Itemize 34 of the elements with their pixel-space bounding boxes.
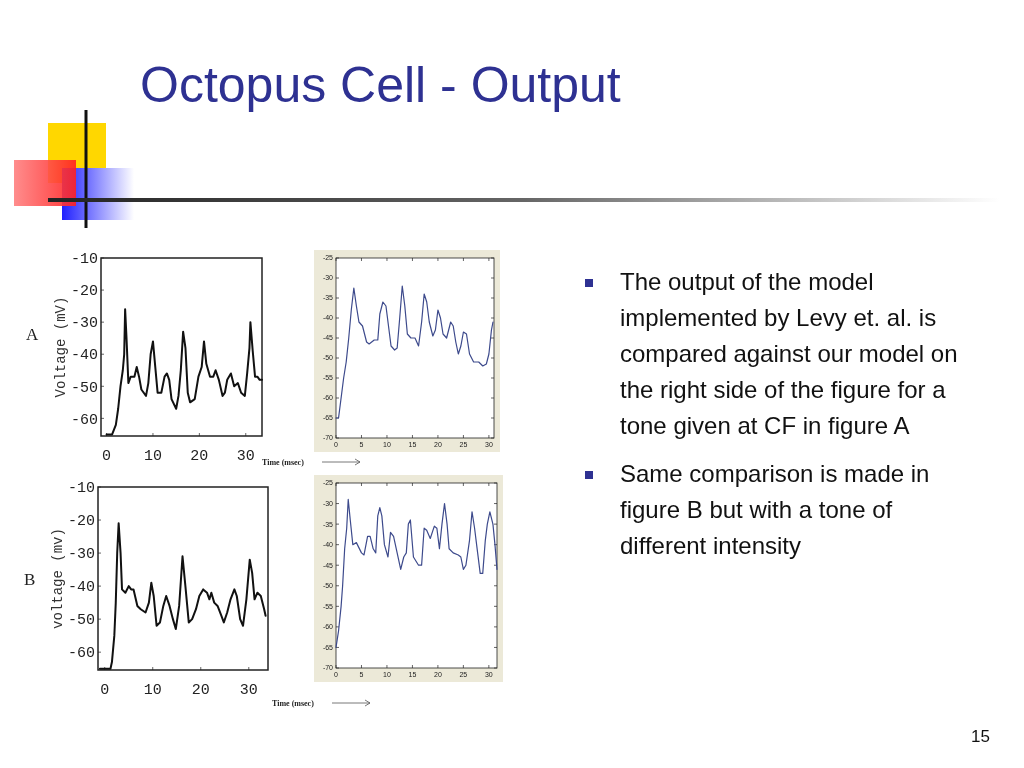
- y-tick-label: -50: [67, 612, 95, 630]
- y-tick-label: -30: [67, 546, 95, 564]
- y-tick-label: -50: [70, 379, 98, 397]
- text: A: [26, 325, 39, 344]
- x-axis-title: Time (msec): [272, 699, 315, 708]
- x-tick-label: 20: [190, 448, 209, 465]
- y-tick-label: -20: [70, 283, 98, 301]
- x-tick-label: 10: [143, 682, 162, 699]
- y-tick-label: -10: [67, 480, 95, 498]
- y-tick-label: -60: [70, 411, 98, 429]
- text: The output of the model implemented by Levy et. al. is compared against our model on the right side of the figure for a tone given at CF in figure A: [620, 268, 958, 439]
- text: B: [24, 570, 36, 589]
- y-tick-label: -30: [70, 315, 98, 333]
- y-tick-label: -40: [70, 347, 98, 365]
- y-axis-title: Voltage (mV): [53, 296, 69, 398]
- line-series: [335, 285, 494, 419]
- y-tick-label: -40: [67, 579, 95, 597]
- x-tick-label: 0: [100, 682, 110, 699]
- x-tick-label: 30: [236, 448, 255, 465]
- x-tick-label: 10: [143, 448, 162, 465]
- x-axis-title: Time (msec): [262, 458, 305, 467]
- line-series: [105, 308, 263, 436]
- text: Octopus Cell - Output: [140, 57, 621, 113]
- x-tick-label: 30: [239, 682, 258, 699]
- text: Same comparison is made in figure B but with a tone of different intensity: [620, 460, 930, 559]
- line-series: [335, 498, 498, 649]
- text: 15: [971, 727, 990, 746]
- y-tick-label: -20: [67, 513, 95, 531]
- x-tick-label: 0: [102, 448, 112, 465]
- y-tick-label: -60: [67, 645, 95, 663]
- x-tick-label: 20: [191, 682, 210, 699]
- y-tick-label: -10: [70, 251, 98, 269]
- y-axis-title: voltage (mv): [50, 528, 66, 629]
- line-series: [98, 522, 267, 670]
